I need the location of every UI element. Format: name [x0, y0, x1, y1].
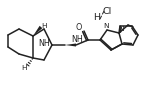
- Text: H: H: [21, 65, 27, 71]
- Text: NH: NH: [71, 35, 83, 44]
- Polygon shape: [65, 43, 76, 47]
- Text: H: H: [41, 23, 47, 29]
- Text: H: H: [93, 13, 100, 23]
- Text: N: N: [118, 26, 124, 32]
- Text: NH: NH: [38, 39, 50, 48]
- Text: N: N: [103, 23, 109, 29]
- Polygon shape: [33, 26, 42, 36]
- Text: O: O: [76, 23, 82, 33]
- Text: Cl: Cl: [102, 8, 112, 17]
